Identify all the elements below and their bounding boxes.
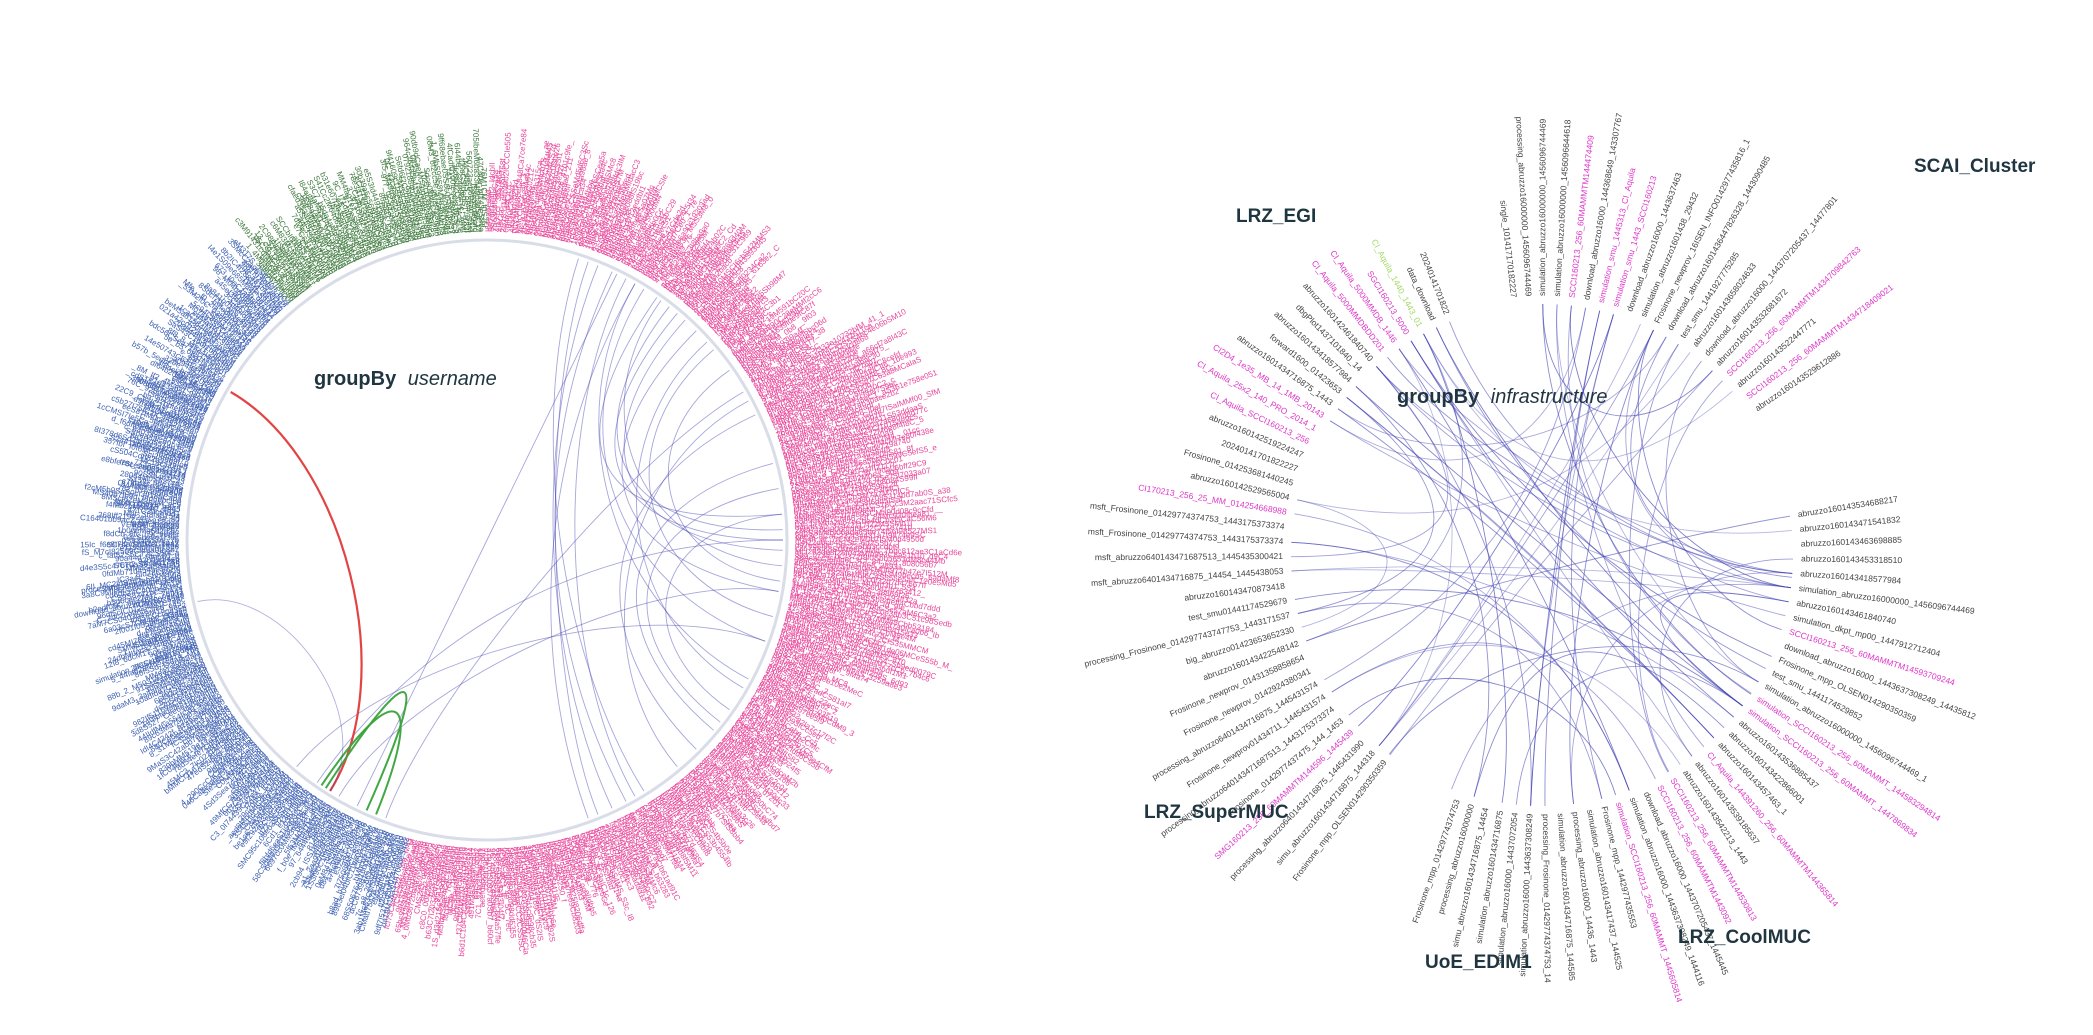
left-edge bbox=[554, 261, 599, 815]
left-edge bbox=[316, 539, 784, 783]
left-title-italic: username bbox=[408, 368, 497, 390]
right-title-italic: infrastructure bbox=[1491, 386, 1608, 408]
right-leaf-label-75: msft_Frosinone_01429774374753_1443175373… bbox=[1088, 526, 1284, 546]
left-leaf-label: MM33aS8aba5 bbox=[126, 560, 181, 573]
left-leaf-label: C4I22d0cb451Sc_6d2S5b7_f bbox=[795, 538, 900, 548]
left-leaf-label: e119ab06M1596 bbox=[120, 542, 180, 552]
right-edge bbox=[1348, 678, 1617, 796]
left-leaf-label: SIb3ce020_I990 bbox=[506, 847, 519, 906]
right-leaf-label-74: msft_abruzzo640143471687513_144543530042… bbox=[1095, 551, 1283, 562]
left-leaf-label: 76M1CM_f0S75I_ bbox=[479, 167, 489, 232]
left-leaf-label: S57dd1d9If2_IdcbII bbox=[487, 163, 497, 233]
right-leaf-label-23: abruzzo160143463698885 bbox=[1801, 535, 1903, 549]
left-leaf-label: 7C1_92bc1dabSaf1 bbox=[474, 847, 485, 918]
right-edge bbox=[1389, 370, 1713, 756]
left-leaf-label: 03cSbe8e1f39c bbox=[123, 533, 179, 542]
right-edge bbox=[1355, 386, 1743, 707]
left-leaf-label: 8Id78C89C5 bbox=[135, 566, 181, 579]
left-leaf-label: 15Ic_f6c8I74ad1CCeCb0a7 bbox=[80, 539, 179, 549]
right-leaf-label-25: abruzzo160143418577984 bbox=[1800, 568, 1902, 585]
left-leaf-label: 9C_4bC0S3IS9d937 bbox=[488, 848, 498, 922]
left-leaf-label: _0IcI0C3Mad bbox=[504, 185, 516, 234]
right-panel-groupby-infrastructure: single_101417170182227processing_abruzzo… bbox=[1083, 112, 2036, 1004]
right-panel-title: groupBy infrastructure bbox=[1397, 386, 1608, 408]
left-edge bbox=[550, 283, 636, 819]
right-edge bbox=[1297, 602, 1603, 799]
left-leaf-label: c8bSSM6bI06ada85be74f56I98527MS1 bbox=[795, 526, 938, 538]
left-edge bbox=[356, 273, 618, 807]
left-leaf-label: a7b1cdS0937a0Sb7_b60cf bbox=[485, 848, 495, 945]
left-leaf-label: I64ea6eead bbox=[484, 190, 493, 232]
right-edge bbox=[1297, 499, 1388, 628]
right-edge bbox=[1665, 360, 1759, 683]
left-leaf-label: f8SMcI63839I bbox=[130, 519, 180, 530]
right-leaf-label-2: processing_abruzzo16000000_1456096744469 bbox=[1514, 116, 1534, 297]
right-edge bbox=[1294, 513, 1630, 791]
right-leaf-label-1: single_101417170182227 bbox=[1498, 200, 1519, 299]
left-leaf-labels: I64ea6eeadS57dd1d9If2_IdcbII7S63686IaeC1… bbox=[73, 128, 962, 957]
left-title-bold: groupBy bbox=[314, 368, 397, 390]
left-leaf-label-7: SCH2_SMMC_1443 bbox=[106, 539, 179, 549]
left-leaf-label: 4C99_afC1_8 bbox=[497, 847, 508, 897]
left-leaf-label: 2Ma718cI906dfdI9c22CC1e741d bbox=[795, 523, 913, 535]
left-leaf-label: fS_M7cI82509C8f9a0Ib8b7 bbox=[82, 545, 180, 557]
left-edge-bundles bbox=[185, 238, 789, 842]
left-leaf-label: M6f_Sf8fa515f4 bbox=[123, 508, 181, 521]
right-title-bold: groupBy bbox=[1397, 386, 1480, 408]
right-edge bbox=[1571, 572, 1793, 805]
right-edge bbox=[1346, 397, 1715, 739]
left-panel-groupby-username: I64ea6eeadS57dd1d9If2_IdcbII7S63686IaeC1… bbox=[73, 128, 962, 957]
right-leaf-label-22: abruzzo160143471541832 bbox=[1799, 514, 1901, 534]
group-label-uoe-edim1: UoE_EDIM1 bbox=[1425, 952, 1532, 973]
left-edge bbox=[624, 400, 749, 767]
right-edge bbox=[1435, 327, 1743, 707]
right-edge bbox=[1297, 352, 1691, 514]
left-leaf-label: f8dCb_5fc_b9C9685f bbox=[103, 529, 180, 539]
left-leaf-label: 0S83af6S98_70 bbox=[122, 536, 180, 545]
left-leaf-label: 8ae3CaCaC232f34431a7I9874e9SC bbox=[795, 531, 926, 541]
left-leaf-label: 930fI5dI4c6 bbox=[138, 554, 181, 566]
left-panel-title: groupBy username bbox=[314, 368, 497, 390]
right-leaf-label-3: simulation_abruzzo16000000_1456096744469 bbox=[1537, 118, 1548, 296]
left-leaf-label: 7S63686IaeC15a_ bbox=[490, 165, 501, 232]
right-edge bbox=[1294, 589, 1743, 707]
left-edge bbox=[554, 271, 627, 802]
right-edge bbox=[1378, 348, 1453, 747]
left-edge bbox=[574, 278, 636, 797]
left-leaf-label: 6b0e70Sa3a93I04f7 bbox=[494, 848, 506, 921]
left-leaf-label: d97eacf9c_06c225b63ccdbf9 bbox=[795, 541, 900, 552]
group-label-scai-cluster: SCAI_Cluster bbox=[1914, 156, 2036, 177]
right-edge bbox=[1346, 397, 1715, 739]
left-leaf-label: 471C39cSIba1 bbox=[127, 505, 181, 518]
group-label-lrz-supermuc: LRZ_SuperMUC bbox=[1144, 802, 1289, 823]
left-leaf-label: c899I79d2d bbox=[481, 848, 490, 890]
left-leaf-label: 65IS8a2_cbd2 bbox=[471, 847, 482, 899]
left-leaf-label: MS4fI_df_7ICM2eM0b7I5M0d4950d bbox=[795, 535, 924, 544]
left-leaf-label: 1b06eM95d2d3Ic bbox=[117, 526, 179, 537]
left-leaf-label: 90a44d_0fe580_0 bbox=[115, 551, 180, 563]
right-leaf-label-24: abruzzo160143453318510 bbox=[1801, 553, 1903, 565]
left-edge bbox=[619, 414, 756, 750]
left-edge bbox=[636, 462, 774, 731]
left-leaf-label: acefde5c08_607 bbox=[478, 847, 488, 907]
left-leaf-label: c_faf52S5C72CS5dCa bbox=[98, 548, 180, 560]
left-leaf-label: 491M3aS98dI0cac7 bbox=[467, 847, 479, 919]
left-leaf-label: 502_1aM967 bbox=[132, 523, 180, 534]
left-leaf-label: 0b4e_d4C47C bbox=[501, 181, 513, 233]
right-leaf-label-51: processing_Frosinone_01429774374753_14 bbox=[1541, 814, 1553, 983]
right-edge-bundles bbox=[1290, 303, 1794, 807]
left-leaf-label: 4I177cI_385786a bbox=[493, 170, 504, 233]
left-leaf-label: S89bMM10b02a44 bbox=[463, 847, 475, 916]
left-leaf-label: 718CSMS013c1_6Ma57ffe bbox=[491, 848, 503, 945]
group-label-lrz-egi: LRZ_EGI bbox=[1236, 206, 1316, 227]
left-leaf-label: 44a1fdd_02I2d bbox=[507, 179, 520, 233]
left-leaf-label: 4I9Ccc__dI8d5b768f bbox=[496, 158, 508, 233]
group-label-lrz-coolmuc: LRZ_CoolMUC bbox=[1678, 927, 1811, 948]
